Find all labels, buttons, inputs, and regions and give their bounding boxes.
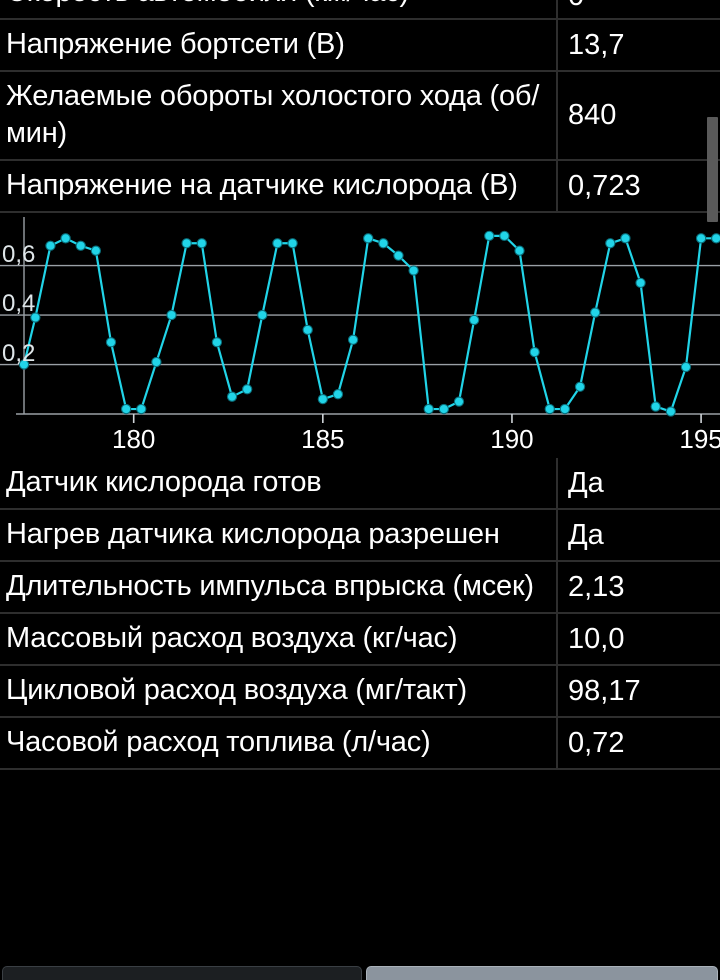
chart-data-point: [499, 230, 510, 241]
chart-data-point: [363, 233, 374, 244]
chart-data-point: [665, 406, 676, 417]
tab-right[interactable]: [366, 966, 718, 980]
parameter-value: 13,7: [556, 20, 720, 70]
bottom-tab-bar[interactable]: [0, 962, 720, 980]
chart-data-point: [120, 403, 132, 415]
table-row[interactable]: Цикловой расход воздуха (мг/такт) 98,17: [0, 666, 720, 718]
chart-data-point: [423, 403, 434, 415]
chart-data-point: [635, 277, 646, 289]
chart-data-point: [484, 230, 495, 241]
parameter-value: 840: [556, 72, 720, 159]
parameter-value: Да: [556, 510, 720, 560]
chart-data-point: [544, 403, 555, 415]
chart-data-point: [302, 324, 313, 336]
chart-data-point: [18, 359, 30, 370]
parameter-list-top: Скорость автомобиля (км/час)0Напряжение …: [0, 0, 720, 213]
table-row[interactable]: Длительность импульса впрыска (мсек) 2,13: [0, 562, 720, 614]
chart-data-point: [605, 238, 616, 249]
chart-data-point: [181, 238, 192, 249]
chart-data-point: [453, 396, 465, 407]
chart-data-point: [559, 403, 571, 415]
parameter-label: Желаемые обороты холостого хода (об/мин): [6, 80, 540, 149]
parameter-value: Да: [556, 458, 720, 508]
parameter-label: Датчик кислорода готов: [6, 466, 322, 498]
chart-series-line: [22, 234, 718, 413]
chart-data-point: [347, 334, 359, 345]
parameter-value: 0,72: [556, 718, 720, 768]
chart-x-tick-label: 195: [679, 424, 720, 454]
parameter-label: Часовой расход топлива (л/час): [6, 726, 431, 758]
table-row[interactable]: Нагрев датчика кислорода разрешен Да: [0, 510, 720, 562]
parameter-label: Нагрев датчика кислорода разрешен: [6, 518, 500, 550]
parameter-value: 0: [556, 0, 720, 18]
parameter-label: Массовый расход воздуха (кг/час): [6, 622, 458, 654]
chart-data-point: [514, 245, 525, 256]
parameter-label: Напряжение на датчике кислорода (В): [6, 169, 518, 201]
chart-data-point: [242, 384, 253, 395]
chart-data-point: [468, 314, 480, 326]
table-row[interactable]: Часовой расход топлива (л/час) 0,72: [0, 718, 720, 770]
parameter-list-bottom: Датчик кислорода готов Да Нагрев датчика к…: [0, 458, 720, 770]
chart-data-point: [590, 307, 601, 318]
chart-data-point: [196, 238, 207, 249]
chart-data-point: [226, 391, 238, 402]
table-row[interactable]: Датчик кислорода готов Да: [0, 458, 720, 510]
chart-data-point: [317, 393, 328, 405]
table-row[interactable]: Массовый расход воздуха (кг/час) 10,0: [0, 614, 720, 666]
parameter-value: 10,0: [556, 614, 720, 664]
chart-data-point: [408, 265, 419, 276]
chart-data-point: [166, 309, 177, 321]
chart-data-point: [45, 240, 56, 251]
chart-x-tick-label: 190: [490, 424, 534, 454]
chart-data-point: [529, 346, 540, 358]
parameter-label: Длительность импульса впрыска (мсек): [6, 570, 534, 602]
chart-data-point: [287, 238, 298, 249]
scrollbar-thumb[interactable]: [707, 117, 718, 222]
chart-data-point: [30, 312, 41, 323]
parameter-label: Цикловой расход воздуха (мг/такт): [6, 674, 467, 706]
chart-canvas: [0, 217, 720, 423]
parameter-value: 0,723: [556, 161, 720, 211]
chart-data-point: [680, 361, 692, 373]
chart-data-point: [378, 238, 389, 249]
chart-data-point: [650, 401, 661, 412]
parameter-value: 98,17: [556, 666, 720, 716]
vertical-scrollbar[interactable]: [707, 0, 720, 980]
chart-data-point: [75, 240, 86, 251]
chart-data-point: [105, 337, 117, 348]
chart-y-tick-label: 0,6: [2, 240, 36, 268]
chart-data-point: [695, 233, 707, 244]
parameter-label: Скорость автомобиля (км/час): [0, 0, 556, 18]
chart-data-point: [151, 356, 162, 368]
table-row[interactable]: Желаемые обороты холостого хода (об/мин)…: [0, 72, 720, 161]
chart-y-tick-label: 0,2: [2, 339, 36, 367]
table-row[interactable]: Скорость автомобиля (км/час)0: [0, 0, 720, 20]
chart-data-point: [211, 337, 223, 348]
chart-data-point: [711, 233, 720, 244]
chart-data-point: [620, 233, 631, 244]
chart-x-tick-label: 180: [111, 424, 156, 454]
chart-data-point: [90, 245, 102, 256]
chart-data-point: [272, 238, 283, 249]
chart-y-tick-label: 0,4: [2, 290, 36, 318]
chart-data-point: [574, 381, 586, 392]
chart-data-point: [438, 403, 450, 415]
chart-data-point: [332, 389, 344, 400]
table-row[interactable]: Напряжение на датчике кислорода (В) 0,723: [0, 161, 720, 213]
table-row[interactable]: Напряжение бортсети (В) 13,7: [0, 20, 720, 72]
chart-data-point: [257, 309, 268, 321]
chart-data-point: [60, 233, 71, 244]
chart-x-tick-label: 185: [301, 424, 345, 454]
chart-data-point: [393, 250, 404, 261]
tab-left[interactable]: [2, 966, 362, 980]
parameter-value: 2,13: [556, 562, 720, 612]
oxygen-sensor-voltage-chart[interactable]: 0,2 0,4 0,6 180 185 190 195: [0, 213, 720, 458]
chart-data-point: [136, 403, 147, 415]
parameter-label: Напряжение бортсети (В): [6, 28, 345, 60]
